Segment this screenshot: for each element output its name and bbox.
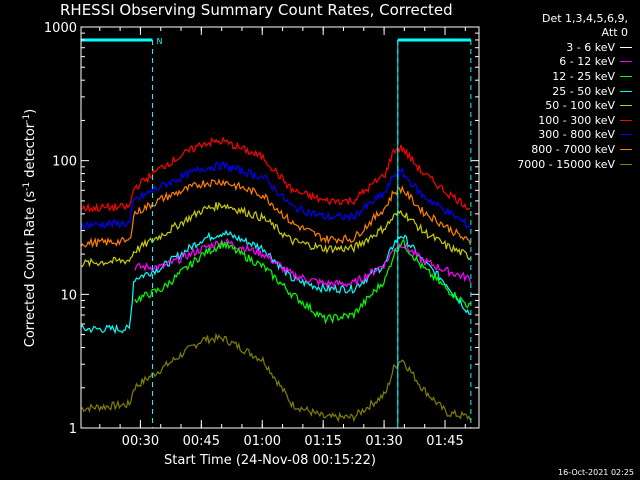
x-tick-label: 01:00 <box>244 434 281 449</box>
legend-swatch <box>620 148 632 150</box>
chart-title: RHESSI Observing Summary Count Rates, Co… <box>60 1 453 19</box>
legend-entry: 300 - 800 keV <box>484 128 634 143</box>
x-tick-label: 00:30 <box>122 434 159 449</box>
series-line-50-100keV <box>80 201 471 268</box>
legend-entry: 3 - 6 keV <box>484 40 634 55</box>
y-axis-label: Corrected Count Rate (s-1 detector-1) <box>21 108 39 348</box>
series-line-6-12keV <box>134 237 472 289</box>
legend-entry-label: 100 - 300 keV <box>538 113 615 127</box>
y-tick-label: 10 <box>60 288 77 303</box>
series-line-25-50keV <box>80 229 471 335</box>
legend-entry-label: 300 - 800 keV <box>538 128 615 142</box>
legend-entry: 100 - 300 keV <box>484 113 634 128</box>
legend-entry-label: 50 - 100 keV <box>545 99 615 113</box>
legend-swatch <box>620 61 632 63</box>
y-tick-label: 100 <box>52 155 77 170</box>
legend-entry: 800 - 7000 keV <box>484 142 634 157</box>
legend-swatch <box>620 119 632 121</box>
legend-entry-label: 800 - 7000 keV <box>531 142 615 156</box>
x-tick-label: 01:45 <box>426 434 463 449</box>
series-line-12-25keV <box>134 238 471 325</box>
series-line-7000-15000keV <box>80 332 472 423</box>
legend-swatch <box>620 105 632 107</box>
plot-frame <box>80 26 480 429</box>
series-line-3-6keV <box>134 260 472 346</box>
series-line-100-300keV <box>80 136 471 213</box>
legend-swatch <box>620 90 632 92</box>
legend-entry: 25 - 50 keV <box>484 84 634 99</box>
legend-detectors: Det 1,3,4,5,6,9, <box>541 12 628 25</box>
legend-entry: 7000 - 15000 keV <box>484 157 634 172</box>
legend-entry: 6 - 12 keV <box>484 55 634 70</box>
legend-entry-label: 12 - 25 keV <box>552 69 615 83</box>
y-tick-label: 1 <box>69 422 77 437</box>
legend-entry-label: 7000 - 15000 keV <box>517 157 615 171</box>
x-axis-label: Start Time (24-Nov-08 00:15:22) <box>164 453 376 468</box>
night-marker-label: N <box>156 37 162 46</box>
legend-swatch <box>620 134 632 136</box>
x-tick-label: 00:45 <box>183 434 220 449</box>
legend-swatch <box>620 75 632 77</box>
legend-entry: 12 - 25 keV <box>484 69 634 84</box>
legend-entry-label: 3 - 6 keV <box>566 40 615 54</box>
x-tick-label: 01:30 <box>365 434 402 449</box>
legend-swatch <box>620 46 632 48</box>
generation-timestamp: 16-Oct-2021 02:25 <box>558 468 634 477</box>
legend: Det 1,3,4,5,6,9, Att 0 3 - 6 keV 6 - 12 k… <box>484 12 634 171</box>
legend-entry-label: 25 - 50 keV <box>552 84 615 98</box>
legend-entry: 50 - 100 keV <box>484 98 634 113</box>
legend-swatch <box>620 163 632 165</box>
series-line-800-7000keV <box>80 178 472 249</box>
x-tick-label: 01:15 <box>304 434 341 449</box>
y-tick-label: 1000 <box>44 21 77 36</box>
series-line-300-800keV <box>80 160 472 231</box>
legend-entry-label: 6 - 12 keV <box>559 55 615 69</box>
legend-attenuator: Att 0 <box>601 26 628 39</box>
